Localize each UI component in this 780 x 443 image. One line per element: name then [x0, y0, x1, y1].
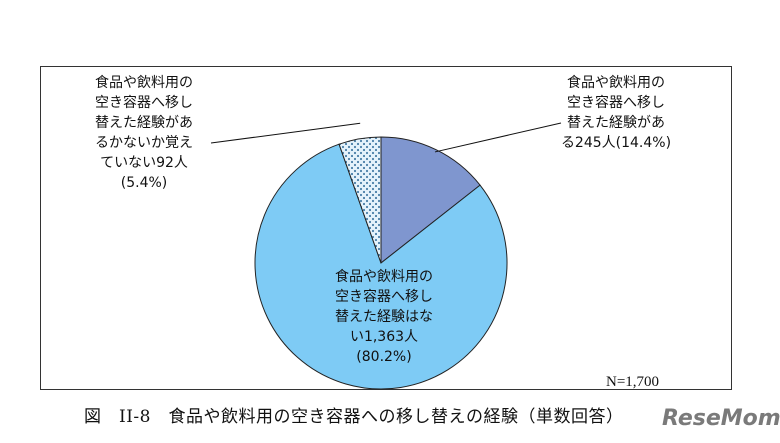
slice-label-yes: 食品や飲料用の 空き容器へ移し 替えた経験があ る245人(14.4%) — [560, 75, 672, 151]
pie-slice-no-memory — [338, 136, 382, 264]
figure-caption: 図 II-8 食品や飲料用の空き容器への移し替えの経験（単数回答） — [84, 407, 624, 427]
leader-line-no-memory — [210, 122, 361, 144]
slice-label-no-memory: 食品や飲料用の 空き容器へ移し 替えた経験があ るかないか覚え ていない92人 … — [95, 75, 193, 191]
total-count-label: N=1,700 — [606, 374, 660, 390]
pie-slice-no — [254, 143, 508, 390]
chart-frame: 食品や飲料用の 空き容器へ移し 替えた経験があ るかないか覚え ていない92人 … — [40, 66, 732, 390]
leader-line-yes — [434, 122, 562, 153]
watermark-logo: ReseMom — [662, 406, 780, 431]
pie-chart — [210, 122, 562, 390]
slice-label-no: 食品や飲料用の 空き容器へ移し 替えた経験はな い1,363人 (80.2%) — [335, 269, 433, 365]
pie-slice-yes — [380, 136, 481, 265]
